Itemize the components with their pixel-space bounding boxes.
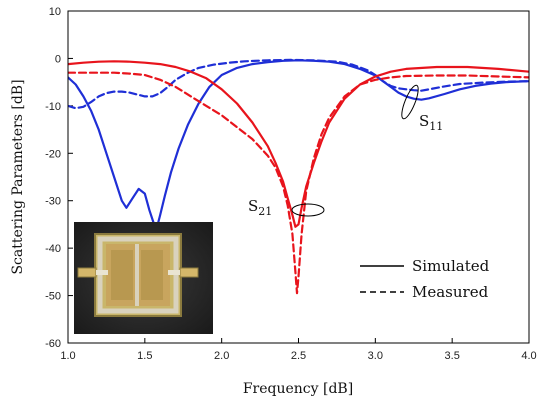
svg-text:S21: S21: [248, 197, 272, 218]
y-tick-label: -50: [45, 291, 61, 303]
plot-frame: [67, 10, 530, 344]
x-tick-label: 2.5: [291, 350, 306, 362]
x-tick-label: 2.0: [214, 350, 229, 362]
s21-subscript: 21: [258, 205, 272, 218]
legend-simulated-label: Simulated: [412, 257, 490, 275]
x-tick-label: 3.5: [445, 350, 460, 362]
y-tick-label: -10: [45, 101, 61, 113]
y-tick-label: -60: [45, 338, 61, 350]
y-tick-label: -20: [45, 148, 61, 160]
series-line-3: [68, 71, 529, 295]
x-tick-label: 1.0: [60, 350, 75, 362]
s11-label: S: [419, 112, 429, 130]
series-line-2: [68, 60, 529, 228]
legend: Simulated Measured: [360, 257, 490, 301]
y-axis-title: Scattering Parameters [dB]: [10, 79, 26, 274]
annotation-s11: S11: [401, 84, 443, 133]
y-tick-label: 0: [55, 53, 61, 65]
series-line-1: [68, 58, 529, 110]
board-photo-inset: [74, 222, 213, 334]
x-tick-label: 3.0: [368, 350, 383, 362]
series-line-0: [68, 59, 529, 228]
svg-text:S11: S11: [419, 112, 443, 133]
x-tick-label: 1.5: [137, 350, 152, 362]
data-series: [68, 58, 529, 295]
s11-subscript: 11: [429, 120, 443, 133]
x-tick-label: 4.0: [521, 350, 536, 362]
y-tick-label: 10: [49, 6, 61, 18]
x-axis-title: Frequency [dB]: [243, 381, 353, 397]
annotation-s21: S21: [248, 197, 325, 218]
legend-measured-label: Measured: [412, 283, 489, 301]
y-tick-label: -30: [45, 196, 61, 208]
s21-label: S: [248, 197, 258, 215]
y-tick-label: -40: [45, 243, 61, 255]
